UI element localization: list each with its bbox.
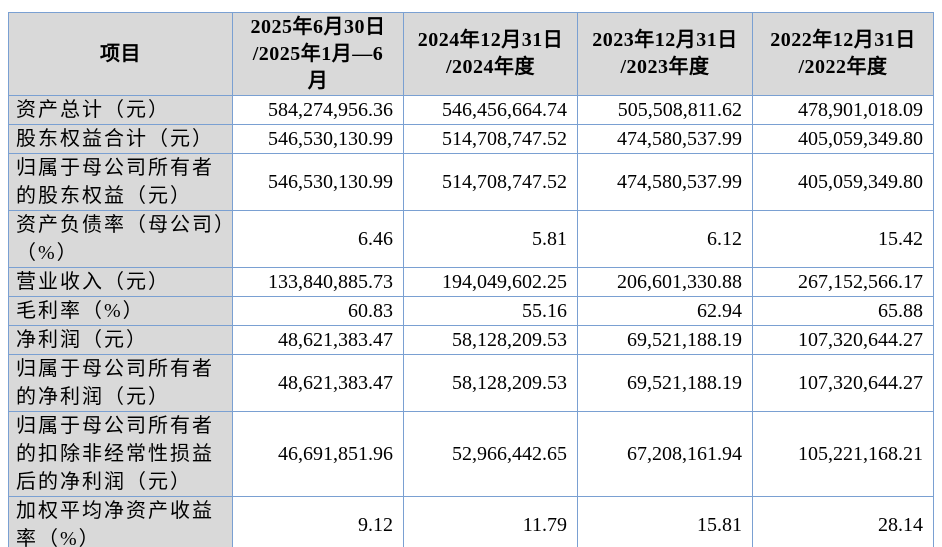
value-cell: 267,152,566.17	[752, 267, 934, 297]
value-cell: 546,456,664.74	[403, 95, 578, 125]
table-row: 股东权益合计（元） 546,530,130.99 514,708,747.52 474…	[8, 124, 934, 154]
value-cell: 514,708,747.52	[403, 124, 578, 154]
table-row: 净利润（元） 48,621,383.47 58,128,209.53 69,521,1…	[8, 325, 934, 355]
value-cell: 52,966,442.65	[403, 411, 578, 497]
value-cell: 505,508,811.62	[577, 95, 753, 125]
value-cell: 11.79	[403, 496, 578, 547]
value-cell: 58,128,209.53	[403, 354, 578, 412]
table-row: 归属于母公司所有者的扣除非经常性损益后的净利润（元） 46,691,851.96 5…	[8, 411, 934, 497]
value-cell: 67,208,161.94	[577, 411, 753, 497]
value-cell: 69,521,188.19	[577, 354, 753, 412]
row-label: 股东权益合计（元）	[8, 124, 233, 154]
value-cell: 69,521,188.19	[577, 325, 753, 355]
table-body: 资产总计（元） 584,274,956.36 546,456,664.74 505,5…	[8, 95, 934, 547]
header-row: 项目 2025年6月30日 /2025年1月—6 月 2024年12月31日 /20…	[8, 12, 934, 96]
row-label: 归属于母公司所有者的扣除非经常性损益后的净利润（元）	[8, 411, 233, 497]
table-row: 归属于母公司所有者的净利润（元） 48,621,383.47 58,128,209.…	[8, 354, 934, 412]
value-cell: 5.81	[403, 210, 578, 268]
column-header-period: 2023年12月31日 /2023年度	[577, 12, 753, 96]
column-header-period: 2025年6月30日 /2025年1月—6 月	[232, 12, 404, 96]
value-cell: 48,621,383.47	[232, 354, 404, 412]
value-cell: 405,059,349.80	[752, 153, 934, 211]
value-cell: 28.14	[752, 496, 934, 547]
row-label: 毛利率（%）	[8, 296, 233, 326]
value-cell: 194,049,602.25	[403, 267, 578, 297]
value-cell: 9.12	[232, 496, 404, 547]
value-cell: 107,320,644.27	[752, 354, 934, 412]
table-row: 归属于母公司所有者的股东权益（元） 546,530,130.99 514,708,7…	[8, 153, 934, 211]
value-cell: 474,580,537.99	[577, 153, 753, 211]
value-cell: 133,840,885.73	[232, 267, 404, 297]
value-cell: 584,274,956.36	[232, 95, 404, 125]
table-row: 营业收入（元） 133,840,885.73 194,049,602.25 206,6…	[8, 267, 934, 297]
value-cell: 62.94	[577, 296, 753, 326]
row-label: 归属于母公司所有者的净利润（元）	[8, 354, 233, 412]
value-cell: 65.88	[752, 296, 934, 326]
row-label: 资产负债率（母公司）（%）	[8, 210, 233, 268]
value-cell: 107,320,644.27	[752, 325, 934, 355]
value-cell: 6.12	[577, 210, 753, 268]
column-header-item: 项目	[8, 12, 233, 96]
table-row: 毛利率（%） 60.83 55.16 62.94 65.88	[8, 296, 934, 326]
row-label: 净利润（元）	[8, 325, 233, 355]
value-cell: 58,128,209.53	[403, 325, 578, 355]
row-label: 资产总计（元）	[8, 95, 233, 125]
value-cell: 514,708,747.52	[403, 153, 578, 211]
value-cell: 405,059,349.80	[752, 124, 934, 154]
value-cell: 546,530,130.99	[232, 153, 404, 211]
row-label: 归属于母公司所有者的股东权益（元）	[8, 153, 233, 211]
value-cell: 474,580,537.99	[577, 124, 753, 154]
row-label: 营业收入（元）	[8, 267, 233, 297]
table-row: 资产总计（元） 584,274,956.36 546,456,664.74 505,5…	[8, 95, 934, 125]
column-header-period: 2024年12月31日 /2024年度	[403, 12, 578, 96]
value-cell: 55.16	[403, 296, 578, 326]
row-label: 加权平均净资产收益率（%）	[8, 496, 233, 547]
table-row: 加权平均净资产收益率（%） 9.12 11.79 15.81 28.14	[8, 496, 934, 547]
value-cell: 48,621,383.47	[232, 325, 404, 355]
column-header-period: 2022年12月31日 /2022年度	[752, 12, 934, 96]
value-cell: 206,601,330.88	[577, 267, 753, 297]
value-cell: 46,691,851.96	[232, 411, 404, 497]
table-row: 资产负债率（母公司）（%） 6.46 5.81 6.12 15.42	[8, 210, 934, 268]
value-cell: 6.46	[232, 210, 404, 268]
value-cell: 60.83	[232, 296, 404, 326]
value-cell: 105,221,168.21	[752, 411, 934, 497]
value-cell: 546,530,130.99	[232, 124, 404, 154]
value-cell: 478,901,018.09	[752, 95, 934, 125]
financial-summary-table: 项目 2025年6月30日 /2025年1月—6 月 2024年12月31日 /20…	[8, 12, 934, 547]
value-cell: 15.42	[752, 210, 934, 268]
value-cell: 15.81	[577, 496, 753, 547]
